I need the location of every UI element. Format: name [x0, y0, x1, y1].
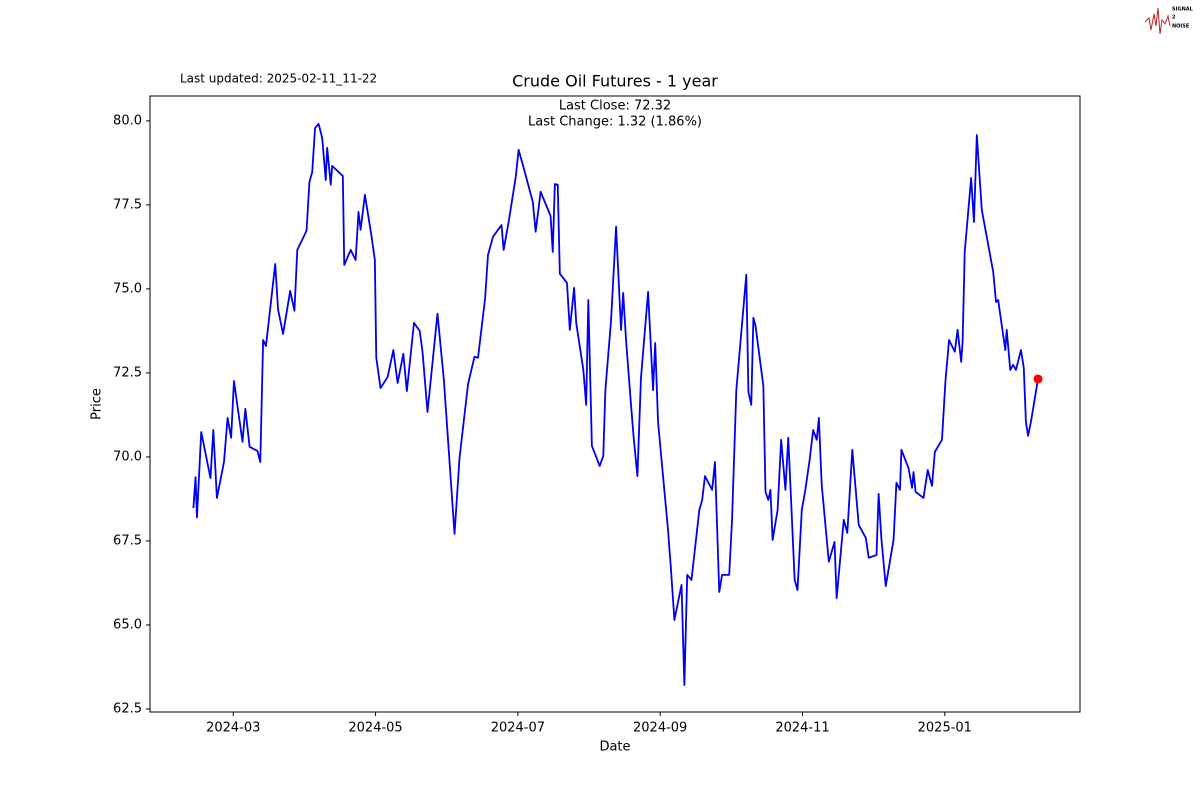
- x-tick-label: 2024-07: [491, 721, 545, 736]
- y-tick-label: 77.5: [113, 197, 142, 212]
- x-tick-label: 2024-11: [775, 721, 829, 736]
- x-tick-label: 2024-03: [206, 721, 260, 736]
- logo-wave: [1144, 7, 1171, 35]
- y-tick-label: 70.0: [113, 449, 142, 464]
- logo-text: SIGNAL: [1172, 7, 1194, 13]
- plot-frame: [149, 95, 1081, 713]
- y-tick-label: 72.5: [113, 365, 142, 380]
- price-line: [192, 122, 1039, 687]
- x-tick-label: 2024-09: [633, 721, 687, 736]
- x-tick-label: 2024-05: [348, 721, 402, 736]
- y-tick-label: 65.0: [113, 617, 142, 632]
- y-tick-label: 80.0: [113, 113, 142, 128]
- y-tick-label: 67.5: [113, 533, 142, 548]
- last-updated: Last updated: 2025-02-11_11-22: [180, 72, 377, 86]
- annotation: Last Change: 1.32 (1.86%): [528, 115, 702, 130]
- y-tick-label: 75.0: [113, 281, 142, 296]
- last-point: [1033, 374, 1043, 384]
- annotation: Last Close: 72.32: [559, 99, 671, 114]
- y-tick-label: 62.5: [113, 701, 142, 716]
- logo: SIGNAL 2 NOISE: [1144, 7, 1194, 35]
- chart-title: Crude Oil Futures - 1 year: [512, 72, 718, 91]
- logo-text: 2: [1172, 15, 1176, 21]
- y-axis-label: Price: [90, 388, 105, 420]
- logo-text: NOISE: [1172, 24, 1190, 30]
- x-axis-label: Date: [599, 740, 630, 755]
- x-tick-label: 2025-01: [918, 721, 972, 736]
